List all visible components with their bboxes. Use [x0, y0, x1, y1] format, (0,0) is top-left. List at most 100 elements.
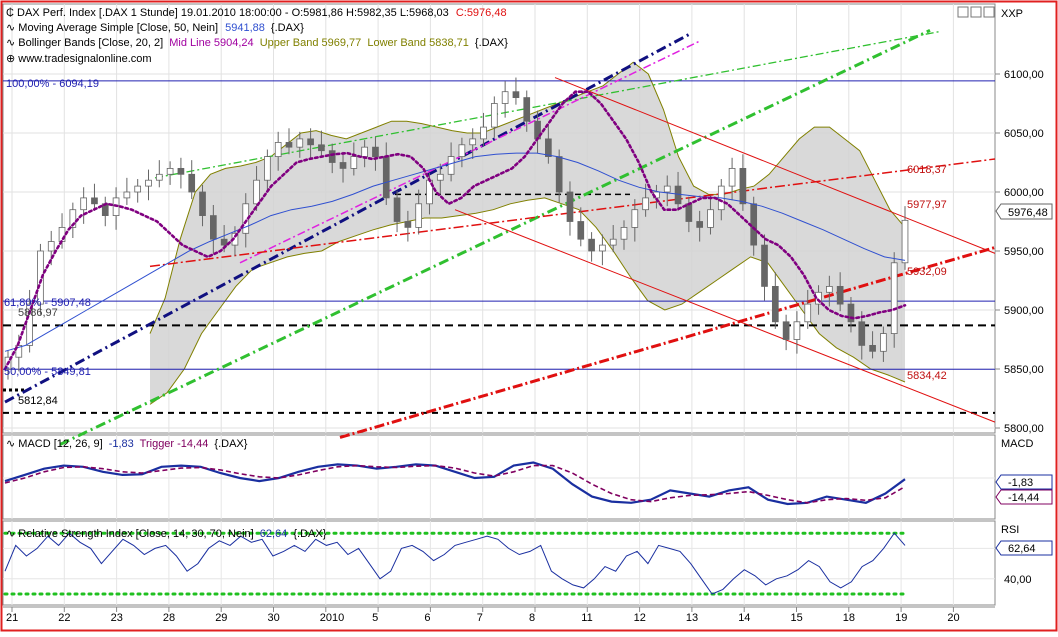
macd-header-value: -1,83 [109, 438, 134, 450]
candle-body [739, 167, 747, 205]
main-symbol-icon: ₵ [6, 7, 17, 19]
rsi-axis-title: RSI [1001, 524, 1019, 536]
level-5977-label: 5977,97 [907, 199, 947, 211]
macd-header-suffix: {.DAX} [214, 438, 247, 450]
time-tick-label: 20 [947, 612, 959, 624]
svg-text:∿ Moving Average Simple: ∿ Moving Average Simple [Close, 50, Nein… [6, 22, 304, 34]
macd-panel[interactable] [2, 434, 996, 520]
svg-text:∿ Bollinger Bands [Close: ∿ Bollinger Bands [Close, 20, 2] Mid Lin… [6, 37, 508, 49]
time-tick-label: 19 [895, 612, 907, 624]
rsi-header-value: 62,64 [260, 528, 288, 540]
candle-body [566, 191, 574, 222]
rsi-tick-label: 40,00 [1004, 574, 1032, 586]
bb-mid-value: Mid Line 5904,24 [169, 37, 253, 49]
time-tick-label: 11 [581, 612, 592, 624]
candle-body [339, 162, 347, 169]
fib-50-label: 50,00% - 5849,81 [4, 366, 91, 378]
candle-body [447, 156, 455, 175]
candle-body [296, 138, 304, 148]
ma-header-suffix: {.DAX} [271, 22, 304, 34]
candle-body [47, 241, 55, 252]
macd-header-label: MACD [12, 26, 9] [18, 438, 102, 450]
candle-body [318, 144, 325, 152]
candle-body [274, 142, 282, 158]
candle-body [501, 91, 509, 104]
price-header: ₵ DAX Perf. Index [.DAX 1 Stunde] 19.01.… [6, 7, 508, 65]
time-tick-label: 29 [215, 612, 227, 624]
candle-body [26, 303, 33, 346]
candle-body [588, 238, 595, 252]
price-badge-value: 5976,48 [1008, 207, 1048, 219]
price-tick-label: 5900,00 [1004, 305, 1044, 317]
trigger-badge [995, 489, 1053, 505]
candle-body [264, 156, 271, 181]
svg-text:₵ DAX Perf. Index [.DAX: ₵ DAX Perf. Index [.DAX 1 Stunde] 19.01.… [6, 7, 507, 19]
macd-badge [995, 474, 1053, 490]
candle-body [199, 191, 206, 217]
fib-100-label: 100,00% - 6094,19 [6, 78, 99, 90]
candle-body [145, 179, 152, 187]
macd-header-trigger: Trigger -14,44 [140, 438, 209, 450]
candle-body [826, 285, 833, 293]
candle-body [728, 167, 736, 187]
bb-indicator-icon: ∿ [6, 37, 15, 49]
ma-header-label: Moving Average Simple [Close, 50, Nein] [18, 22, 218, 34]
candle-body [890, 262, 898, 334]
price-tick-label: 6000,00 [1004, 187, 1044, 199]
maximize-icon[interactable] [970, 6, 982, 18]
level-5932-label: 5932,09 [907, 266, 947, 278]
macd-indicator-icon: ∿ [6, 438, 15, 450]
green-upper-channel-line [154, 30, 941, 179]
candle-body [663, 185, 671, 193]
red-dashdot-line [149, 158, 996, 268]
rsi-header-label: Relative Strength Index [Close, 14, 30, … [18, 528, 253, 540]
price-tick-label: 5950,00 [1004, 246, 1044, 258]
main-header-line: DAX Perf. Index [.DAX 1 Stunde] 19.01.20… [17, 7, 449, 19]
blue-uptrend-line [4, 32, 691, 404]
candle-body [436, 173, 444, 181]
candle-body [599, 244, 606, 252]
macd-badge-value: -1,83 [1008, 477, 1033, 489]
candle-body [123, 191, 131, 199]
panel-controls[interactable] [957, 6, 995, 18]
price-badge [995, 203, 1053, 220]
minimize-icon[interactable] [957, 6, 969, 18]
candle-body [545, 138, 552, 157]
time-tick-label: 15 [791, 612, 803, 624]
candle-body [393, 197, 401, 222]
price-axis-title: XXP [1001, 8, 1023, 20]
candle-body [307, 138, 314, 146]
red-channel-lower [454, 209, 996, 423]
candle-body [869, 344, 876, 352]
candle-body [166, 167, 174, 175]
candle-body [220, 238, 228, 246]
close-icon[interactable] [983, 6, 995, 18]
fib-618-label: 61,80% - 5907,48 [4, 297, 91, 309]
candle-body [523, 97, 531, 122]
red-support-line [339, 246, 996, 439]
rsi-panel[interactable] [2, 520, 996, 606]
candle-body [793, 321, 801, 340]
time-tick-label: 6 [424, 612, 430, 624]
candle-body [177, 167, 185, 175]
bb-lower-value: Lower Band 5838,71 [367, 37, 469, 49]
price-tick-label: 6050,00 [1004, 128, 1044, 140]
candle-body [847, 303, 855, 323]
candle-body [750, 203, 758, 246]
bollinger-band-area [150, 62, 905, 405]
candle-body [880, 333, 887, 352]
candle-body [782, 321, 790, 340]
candle-body [458, 144, 466, 158]
candle-body [761, 244, 768, 287]
level-5812-label: 5812,84 [18, 395, 58, 407]
candle-body [674, 185, 682, 205]
candle-body [696, 221, 703, 228]
candle-body [382, 156, 390, 199]
macd-axis-title: MACD [1001, 438, 1033, 450]
time-tick-label: 30 [268, 612, 280, 624]
candle-body [253, 179, 260, 205]
candle-body [836, 285, 844, 305]
